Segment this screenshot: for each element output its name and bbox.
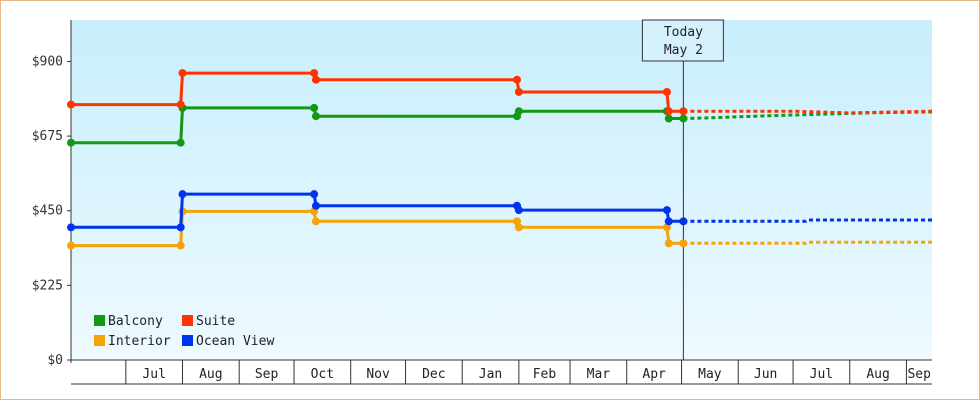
ocean-view-data-point: [311, 201, 320, 210]
today-marker: Today May 2: [641, 19, 724, 360]
suite-data-point: [176, 100, 185, 109]
month-label: Jan: [479, 367, 502, 382]
balcony-data-point: [176, 138, 185, 147]
ocean-view-data-point: [67, 223, 75, 232]
y-tick-label: $225: [32, 278, 63, 293]
interior-data-point: [514, 223, 523, 232]
suite-data-point: [513, 75, 522, 84]
y-tick-label: $675: [32, 129, 63, 144]
ocean-view-data-point: [514, 206, 523, 215]
legend-label: Suite: [196, 314, 235, 329]
x-axis: Jul Aug Sep Oct Nov Dec Jan Feb Mar Apr May Jun Jul A…: [71, 359, 932, 385]
balcony-data-point: [311, 112, 320, 121]
y-axis: $0 $225 $450 $675 $900: [32, 20, 72, 368]
legend-label: Ocean View: [196, 334, 274, 349]
ocean-view-data-point: [176, 223, 185, 232]
balcony-data-point: [310, 103, 319, 112]
month-label: Nov: [366, 367, 390, 382]
interior-data-point: [67, 241, 75, 250]
month-label: Sep: [255, 367, 279, 382]
legend-label: Balcony: [108, 314, 163, 329]
month-label: Oct: [311, 367, 334, 382]
ocean-view-data-point: [662, 206, 671, 215]
month-label: Sep: [907, 367, 931, 382]
month-label: Mar: [587, 367, 611, 382]
interior-data-point: [679, 239, 688, 248]
balcony-data-point: [664, 114, 673, 123]
month-label: Aug: [866, 367, 889, 382]
y-tick-label: $900: [32, 54, 63, 69]
suite-data-point: [664, 107, 673, 116]
interior-data-point: [311, 217, 320, 226]
suite-data-point: [662, 87, 671, 96]
legend-swatch: [182, 335, 193, 346]
ocean-view-data-point: [310, 190, 319, 199]
legend: Balcony Suite Interior Ocean View: [94, 314, 274, 349]
ocean-view-series-line: [71, 192, 684, 229]
month-label: May: [698, 367, 722, 382]
balcony-data-point: [514, 107, 523, 116]
y-tick-label: $450: [32, 204, 63, 219]
plot-background: [71, 20, 932, 360]
legend-swatch: [94, 335, 105, 346]
month-label: Jul: [142, 367, 165, 382]
ocean-view-data-point: [664, 217, 673, 226]
y-tick-label: $0: [47, 353, 63, 368]
month-label: Aug: [199, 367, 222, 382]
suite-data-point: [178, 69, 187, 78]
suite-data-point: [311, 75, 320, 84]
suite-data-point: [679, 107, 688, 116]
legend-label: Interior: [108, 334, 171, 349]
month-label: Apr: [642, 367, 666, 382]
series-lines: [67, 69, 933, 250]
legend-swatch: [182, 315, 193, 326]
suite-series-line: [71, 71, 684, 113]
suite-data-point: [310, 69, 319, 78]
interior-data-point: [664, 239, 673, 248]
month-label: Jul: [810, 367, 833, 382]
ocean-view-data-point: [178, 190, 187, 199]
interior-data-point: [176, 241, 185, 250]
ocean-view-data-point: [679, 217, 688, 226]
suite-data-point: [67, 100, 75, 109]
legend-swatch: [94, 315, 105, 326]
today-box: [641, 19, 724, 62]
balcony-forecast-line: [683, 110, 933, 120]
month-label: Dec: [422, 367, 445, 382]
today-date: May 2: [664, 43, 703, 58]
today-label: Today: [664, 25, 703, 40]
month-label: Feb: [533, 367, 557, 382]
suite-data-point: [514, 87, 523, 96]
balcony-data-point: [67, 138, 75, 147]
balcony-data-point: [679, 114, 688, 123]
month-label: Jun: [754, 367, 777, 382]
